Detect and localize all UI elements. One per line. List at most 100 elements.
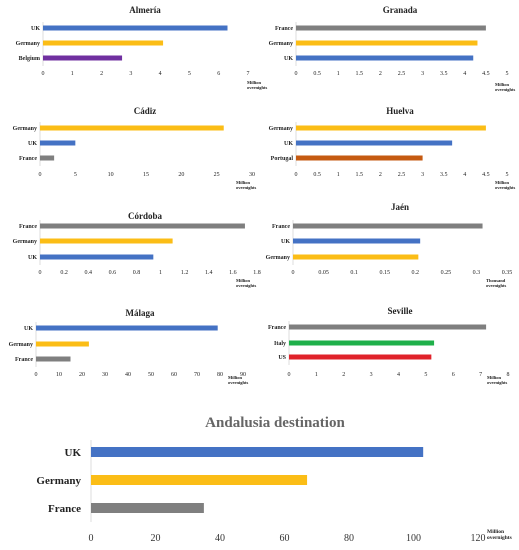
x-tick-label: 80: [344, 533, 354, 544]
x-tick-label: 7: [479, 372, 482, 378]
unit-label-line1: Million: [495, 82, 509, 87]
unit-label-line1: Million: [487, 375, 501, 380]
x-tick-label: 4.5: [482, 71, 490, 77]
bar-france: [40, 223, 245, 229]
unit-label-line1: Million: [236, 278, 250, 283]
x-tick-label: 6: [217, 71, 220, 77]
x-tick-label: 10: [56, 372, 62, 378]
x-tick-label: 4: [159, 71, 162, 77]
category-label: France: [268, 325, 286, 331]
category-label: UK: [31, 26, 40, 32]
x-tick-label: 100: [406, 533, 421, 544]
unit-label-line2: overnights: [495, 185, 515, 190]
bar-uk: [40, 140, 76, 146]
bar-germany: [40, 238, 173, 244]
x-tick-label: 0: [288, 372, 291, 378]
category-label: Belgium: [19, 56, 40, 62]
unit-label-line1: Million: [228, 375, 242, 380]
panel-andalusia-destination: Andalusia destination UK Germany France 0 20 4…: [36, 415, 511, 544]
x-tick-label: 1: [315, 372, 318, 378]
category-label: Germany: [269, 41, 293, 47]
unit-label-line2: overnights: [487, 535, 512, 541]
bar-uk: [40, 254, 154, 260]
x-tick-label: 5: [188, 71, 191, 77]
x-tick-label: 3: [421, 172, 424, 178]
x-tick-label: 10: [108, 172, 114, 178]
category-label: Germany: [13, 126, 37, 132]
panel-title: Cádiz: [134, 106, 157, 116]
category-label: France: [275, 26, 293, 32]
panel-granada: Granada France Germany UK 0 0.5 1 1.5 2 2.5 3 3.5 4 4…: [269, 5, 516, 92]
x-tick-label: 1.6: [229, 270, 237, 276]
panel-title: Seville: [388, 306, 413, 316]
x-tick-label: 4.5: [482, 172, 490, 178]
bar-portugal: [296, 155, 423, 161]
x-tick-label: 0.3: [473, 270, 481, 276]
x-tick-label: 2: [100, 71, 103, 77]
category-label: France: [48, 503, 81, 515]
x-tick-label: 0: [35, 372, 38, 378]
panel-title: Jaén: [391, 202, 409, 212]
x-tick-label: 0.2: [412, 270, 420, 276]
category-label: Portugal: [271, 156, 294, 162]
category-label: Germany: [36, 475, 81, 487]
category-label: UK: [284, 56, 293, 62]
bar-italy: [289, 340, 435, 346]
unit-label-line1: Million: [487, 529, 504, 535]
category-label: UK: [65, 447, 82, 459]
bar-france: [40, 155, 55, 161]
category-label: France: [272, 224, 290, 230]
unit-label-line2: overnights: [487, 380, 507, 385]
unit-label-line1: Thousand: [486, 278, 506, 283]
x-tick-label: 3.5: [440, 71, 448, 77]
x-tick-label: 4: [397, 372, 400, 378]
x-tick-label: 40: [125, 372, 131, 378]
unit-label-line2: overnights: [236, 185, 256, 190]
category-label: Germany: [269, 126, 293, 132]
category-label: UK: [284, 141, 293, 147]
unit-label-line2: overnights: [247, 85, 267, 90]
x-tick-label: 0.8: [133, 270, 141, 276]
panel-jaen: Jaén France UK Germany 0 0.05 0.1 0.15 0.2 0.25 0.…: [266, 202, 513, 288]
panel-cadiz: Cádiz Germany UK France 0 5 10 15 20 25 30 Milliono…: [13, 106, 257, 190]
bar-germany: [293, 254, 419, 260]
x-tick-label: 0: [42, 71, 45, 77]
bar-belgium: [43, 55, 123, 61]
x-tick-label: 0: [39, 172, 42, 178]
unit-label-line1: Million: [236, 180, 250, 185]
x-tick-label: 80: [217, 372, 223, 378]
category-label: France: [19, 224, 37, 230]
x-tick-label: 0: [292, 270, 295, 276]
x-tick-label: 4: [463, 71, 466, 77]
bar-uk: [296, 55, 474, 61]
bar-france: [91, 503, 204, 513]
x-tick-label: 8: [507, 372, 510, 378]
x-tick-label: 3.5: [440, 172, 448, 178]
x-tick-label: 30: [249, 172, 255, 178]
panel-title: Andalusia destination: [205, 415, 345, 431]
x-tick-label: 2: [379, 172, 382, 178]
panel-title: Córdoba: [128, 211, 163, 221]
x-tick-label: 20: [79, 372, 85, 378]
x-tick-label: 3: [129, 71, 132, 77]
x-tick-label: 1: [71, 71, 74, 77]
x-tick-label: 1.4: [205, 270, 213, 276]
bar-france: [289, 324, 487, 330]
x-tick-label: 0: [89, 533, 94, 544]
unit-label-line1: Million: [247, 80, 261, 85]
category-label: UK: [28, 141, 37, 147]
x-tick-label: 3: [421, 71, 424, 77]
x-tick-label: 0.15: [379, 270, 390, 276]
panel-almeria: Almería UK Germany Belgium 0 1 2 3 4 5 6 7 Millionov…: [16, 5, 268, 90]
x-tick-label: 0: [39, 270, 42, 276]
x-tick-label: 50: [148, 372, 154, 378]
x-tick-label: 5: [424, 372, 427, 378]
bar-germany: [91, 475, 308, 485]
x-tick-label: 0.5: [313, 71, 321, 77]
x-tick-label: 2: [342, 372, 345, 378]
bar-france: [36, 356, 71, 362]
x-tick-label: 1.2: [181, 270, 189, 276]
x-tick-label: 0.6: [109, 270, 117, 276]
category-label: UK: [24, 326, 33, 332]
x-tick-label: 4: [463, 172, 466, 178]
